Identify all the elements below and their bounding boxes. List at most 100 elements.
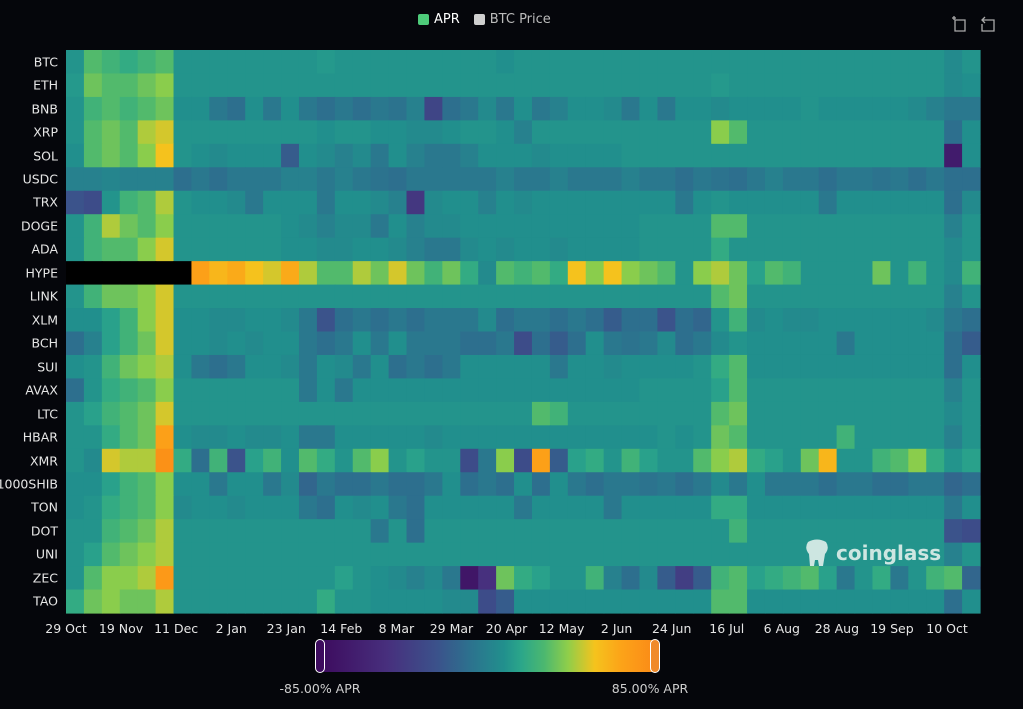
heatmap-cell-xmr-41[interactable] xyxy=(800,448,820,473)
heatmap-cell-zec-34[interactable] xyxy=(675,566,694,591)
heatmap-cell-sol-15[interactable] xyxy=(334,143,354,168)
heatmap-cell-xrp-17[interactable] xyxy=(370,120,390,145)
heatmap-cell-doge-5[interactable] xyxy=(155,214,175,239)
heatmap-cell-hype-48[interactable] xyxy=(926,261,945,286)
heatmap-cell-tao-38[interactable] xyxy=(747,589,766,614)
heatmap-cell-btc-17[interactable] xyxy=(370,50,390,75)
heatmap-cell-avax-46[interactable] xyxy=(890,378,909,403)
heatmap-cell-ltc-40[interactable] xyxy=(782,401,802,426)
heatmap-cell-uni-45[interactable] xyxy=(872,542,891,567)
heatmap-cell-ltc-48[interactable] xyxy=(926,401,945,426)
heatmap-cell-ltc-11[interactable] xyxy=(263,401,282,426)
heatmap-cell-link-9[interactable] xyxy=(227,284,246,309)
heatmap-cell-xrp-50[interactable] xyxy=(962,120,981,145)
heatmap-cell-uni-16[interactable] xyxy=(352,542,372,567)
heatmap-cell-bch-41[interactable] xyxy=(800,331,820,356)
heatmap-cell-ada-28[interactable] xyxy=(567,237,587,262)
heatmap-cell-zec-43[interactable] xyxy=(836,566,856,591)
heatmap-cell-hype-24[interactable] xyxy=(496,261,515,286)
heatmap-cell-sol-35[interactable] xyxy=(693,143,712,168)
heatmap-cell-sol-14[interactable] xyxy=(316,143,336,168)
heatmap-cell-sol-18[interactable] xyxy=(388,143,408,168)
heatmap-cell-avax-7[interactable] xyxy=(191,378,210,403)
heatmap-cell-link-27[interactable] xyxy=(549,284,569,309)
heatmap-cell-trx-42[interactable] xyxy=(818,190,838,215)
heatmap-cell-zec-6[interactable] xyxy=(173,566,193,591)
heatmap-cell-xlm-26[interactable] xyxy=(531,308,551,333)
heatmap-cell-xlm-14[interactable] xyxy=(316,308,336,333)
heatmap-cell-avax-43[interactable] xyxy=(836,378,856,403)
heatmap-cell-btc-21[interactable] xyxy=(442,50,461,75)
heatmap-cell-link-33[interactable] xyxy=(657,284,676,309)
heatmap-cell-eth-34[interactable] xyxy=(675,73,694,98)
heatmap-cell-bch-48[interactable] xyxy=(926,331,945,356)
heatmap-cell-1000shib-20[interactable] xyxy=(424,472,443,497)
heatmap-cell-ltc-44[interactable] xyxy=(854,401,874,426)
heatmap-cell-ton-41[interactable] xyxy=(800,495,820,520)
heatmap-cell-xmr-20[interactable] xyxy=(424,448,443,473)
heatmap-cell-bch-14[interactable] xyxy=(316,331,336,356)
heatmap-cell-dot-36[interactable] xyxy=(711,519,730,544)
heatmap-cell-hype-4[interactable] xyxy=(137,261,157,286)
heatmap-cell-hype-38[interactable] xyxy=(747,261,766,286)
heatmap-cell-uni-23[interactable] xyxy=(478,542,497,567)
heatmap-cell-btc-43[interactable] xyxy=(836,50,856,75)
heatmap-cell-tao-29[interactable] xyxy=(585,589,605,614)
heatmap-cell-trx-45[interactable] xyxy=(872,190,891,215)
heatmap-cell-avax-39[interactable] xyxy=(764,378,784,403)
heatmap-cell-avax-18[interactable] xyxy=(388,378,408,403)
heatmap-cell-trx-46[interactable] xyxy=(890,190,909,215)
heatmap-cell-tao-20[interactable] xyxy=(424,589,443,614)
heatmap-cell-hype-22[interactable] xyxy=(460,261,479,286)
heatmap-cell-sui-40[interactable] xyxy=(782,354,802,380)
heatmap-cell-trx-28[interactable] xyxy=(567,190,587,215)
heatmap-cell-sol-22[interactable] xyxy=(460,143,479,168)
heatmap-cell-sol-19[interactable] xyxy=(406,143,426,168)
heatmap-cell-zec-15[interactable] xyxy=(334,566,354,591)
heatmap-cell-tao-26[interactable] xyxy=(531,589,551,614)
heatmap-cell-btc-30[interactable] xyxy=(603,50,623,75)
heatmap-cell-ada-11[interactable] xyxy=(263,237,282,262)
heatmap-cell-zec-11[interactable] xyxy=(263,566,282,591)
heatmap-cell-usdc-46[interactable] xyxy=(890,167,909,192)
heatmap-cell-sol-8[interactable] xyxy=(209,143,228,168)
heatmap-cell-btc-38[interactable] xyxy=(747,50,766,75)
heatmap-cell-ton-20[interactable] xyxy=(424,495,443,520)
heatmap-cell-link-49[interactable] xyxy=(944,284,963,309)
heatmap-cell-uni-31[interactable] xyxy=(621,542,641,567)
heatmap-cell-1000shib-26[interactable] xyxy=(531,472,551,497)
heatmap-cell-avax-22[interactable] xyxy=(460,378,479,403)
heatmap-cell-hbar-1[interactable] xyxy=(83,425,103,450)
heatmap-cell-1000shib-49[interactable] xyxy=(944,472,963,497)
heatmap-cell-eth-33[interactable] xyxy=(657,73,676,98)
heatmap-cell-xlm-4[interactable] xyxy=(137,308,157,333)
heatmap-cell-doge-41[interactable] xyxy=(800,214,820,239)
heatmap-cell-usdc-25[interactable] xyxy=(514,167,533,192)
heatmap-cell-xmr-35[interactable] xyxy=(693,448,712,473)
heatmap-cell-dot-26[interactable] xyxy=(531,519,551,544)
heatmap-cell-trx-35[interactable] xyxy=(693,190,712,215)
heatmap-cell-link-24[interactable] xyxy=(496,284,515,309)
heatmap-cell-btc-42[interactable] xyxy=(818,50,838,75)
heatmap-cell-ada-25[interactable] xyxy=(514,237,533,262)
heatmap-cell-xmr-43[interactable] xyxy=(836,448,856,473)
heatmap-cell-tao-49[interactable] xyxy=(944,589,963,614)
heatmap-cell-btc-40[interactable] xyxy=(782,50,802,75)
heatmap-cell-bnb-0[interactable] xyxy=(66,96,85,121)
heatmap-cell-ada-19[interactable] xyxy=(406,237,426,262)
heatmap-cell-ton-46[interactable] xyxy=(890,495,909,520)
heatmap-cell-doge-28[interactable] xyxy=(567,214,587,239)
heatmap-cell-avax-3[interactable] xyxy=(119,378,139,403)
heatmap-cell-usdc-45[interactable] xyxy=(872,167,891,192)
heatmap-cell-btc-2[interactable] xyxy=(101,50,121,75)
heatmap-cell-bnb-9[interactable] xyxy=(227,96,246,121)
heatmap-cell-zec-38[interactable] xyxy=(747,566,766,591)
heatmap-cell-eth-13[interactable] xyxy=(298,73,318,98)
heatmap-cell-link-26[interactable] xyxy=(531,284,551,309)
heatmap-cell-zec-47[interactable] xyxy=(908,566,927,591)
heatmap-cell-tao-6[interactable] xyxy=(173,589,193,614)
heatmap-cell-xmr-27[interactable] xyxy=(549,448,569,473)
heatmap-cell-1000shib-11[interactable] xyxy=(263,472,282,497)
heatmap-cell-link-41[interactable] xyxy=(800,284,820,309)
heatmap-cell-sui-19[interactable] xyxy=(406,354,426,380)
